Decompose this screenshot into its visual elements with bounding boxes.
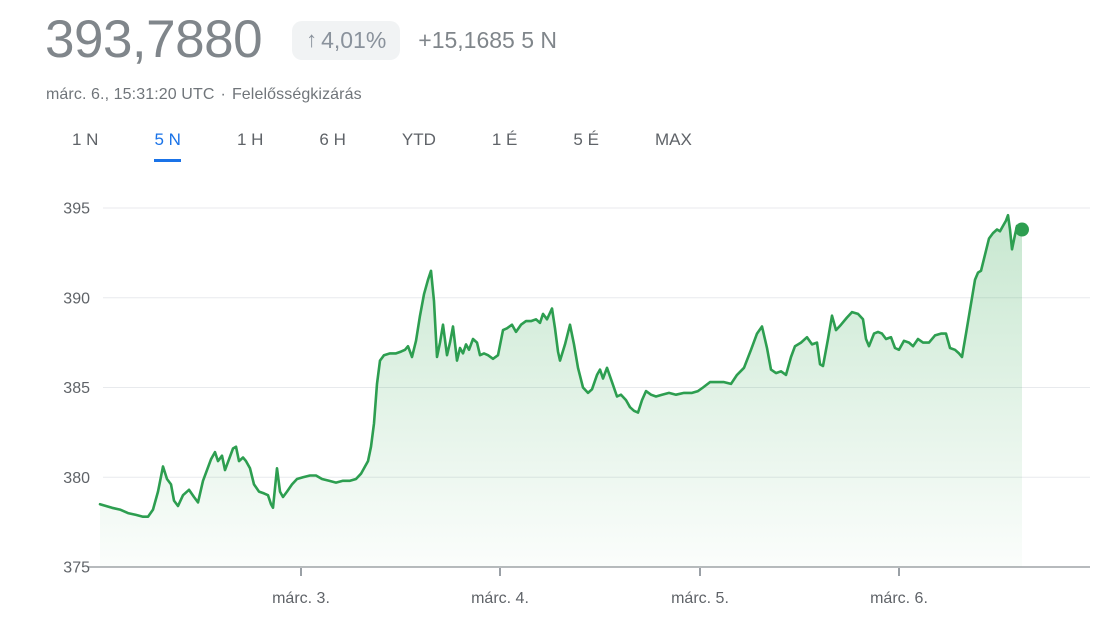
y-axis-label-390: 390 <box>63 290 90 307</box>
tab-1y[interactable]: 1 É <box>491 130 518 149</box>
x-axis-label: márc. 5. <box>671 590 729 607</box>
change-absolute: +15,1685 5 N <box>418 26 558 53</box>
y-axis-label-380: 380 <box>63 470 90 487</box>
time-range-tabs: 1 N 5 N 1 H 6 H YTD 1 É 5 É MAX <box>72 130 692 162</box>
price-line <box>98 213 1024 518</box>
tab-6m[interactable]: 6 H <box>319 130 346 149</box>
y-axis-label-395: 395 <box>63 201 90 218</box>
area-fill <box>100 215 1022 567</box>
tab-1m[interactable]: 1 H <box>236 130 264 149</box>
quote-subtitle: márc. 6., 15:31:20 UTC · Felelősségkizárás <box>46 86 362 104</box>
up-arrow-icon: ↑ <box>306 27 318 52</box>
tab-ytd[interactable]: YTD <box>401 130 436 149</box>
x-axis-label: márc. 3. <box>272 590 330 607</box>
quote-timestamp: márc. 6., 15:31:20 UTC <box>46 86 215 103</box>
y-axis-label-385: 385 <box>63 380 90 397</box>
tab-5y[interactable]: 5 É <box>573 130 599 149</box>
tab-5d[interactable]: 5 N <box>154 130 181 162</box>
price-header: 393,7880 ↑ 4,01% +15,1685 5 N <box>45 12 557 68</box>
tab-max[interactable]: MAX <box>654 130 692 149</box>
current-price: 393,7880 <box>45 10 263 69</box>
change-percent-badge: ↑ 4,01% <box>292 20 401 60</box>
subtitle-separator: · <box>220 86 226 103</box>
last-price-dot <box>1015 222 1029 237</box>
disclaimer-link[interactable]: Felelősségkizárás <box>231 86 362 103</box>
x-axis-label: márc. 6. <box>870 590 928 607</box>
x-axis-label: márc. 4. <box>471 590 529 607</box>
change-percent-value: 4,01% <box>321 26 387 53</box>
y-axis-label-375: 375 <box>63 560 90 577</box>
tab-1d[interactable]: 1 N <box>72 130 99 149</box>
